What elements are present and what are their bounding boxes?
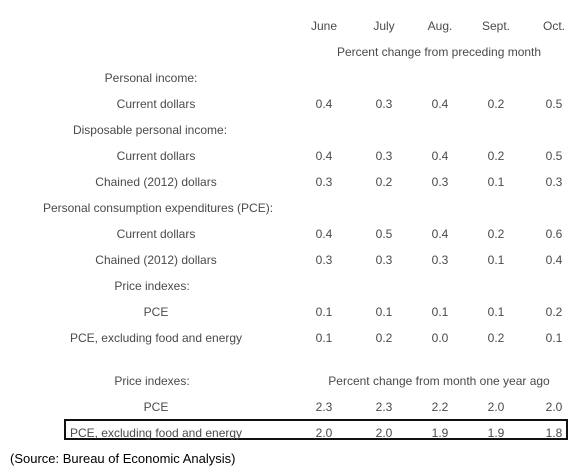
table-cell: 0.1 [315,305,333,319]
table-cell: 0.1 [487,175,505,189]
table-cell: 0.0 [431,331,449,345]
row-label: Current dollars [116,227,196,241]
table-cell: 0.1 [315,331,333,345]
table-cell: 0.4 [431,227,449,241]
table-cell: 0.3 [375,253,393,267]
row-label: PCE [143,400,169,414]
row-label: Disposable personal income: [72,123,228,137]
table-cell: 1.9 [487,426,505,440]
month-header-sept: Sept. [481,19,511,33]
row-label: Chained (2012) dollars [95,253,217,267]
table-cell: 0.3 [375,149,393,163]
row-label: PCE, excluding food and energy [69,426,243,440]
table-cell: 2.2 [431,400,449,414]
row-label: Current dollars [116,149,196,163]
table-cell: 0.2 [545,305,563,319]
table-cell: 2.0 [545,400,563,414]
table-cell: 0.4 [315,97,333,111]
row-label: Personal income: [104,71,198,85]
table-cell: 0.3 [431,253,449,267]
table-cell: 2.3 [375,400,393,414]
table-cell: 0.1 [487,253,505,267]
table-cell: 0.4 [315,149,333,163]
table-cell: 0.3 [315,175,333,189]
table-cell: 0.1 [431,305,449,319]
row-label: Chained (2012) dollars [95,175,217,189]
table-cell: 0.2 [375,331,393,345]
row-label: PCE, excluding food and energy [69,331,243,345]
row-label: Price indexes: [114,279,190,293]
table-cell: 0.3 [431,175,449,189]
row-label: Price indexes: [114,374,190,388]
table-cell: 0.2 [487,149,505,163]
month-header-aug: Aug. [427,19,453,33]
table-cell: 0.1 [487,305,505,319]
month-header-june: June [310,19,338,33]
table-cell: 0.6 [545,227,563,241]
table-cell: 2.0 [375,426,393,440]
table-cell: 0.2 [487,227,505,241]
table-cell: 0.2 [375,175,393,189]
table-cell: 1.8 [545,426,563,440]
source-note: (Source: Bureau of Economic Analysis) [10,451,236,466]
table-cell: 2.3 [315,400,333,414]
row-label: Personal consumption expenditures (PCE): [42,201,274,215]
table-cell: 0.5 [545,97,563,111]
table-cell: 0.4 [545,253,563,267]
month-header-oct: Oct. [542,19,566,33]
row-label: PCE [143,305,169,319]
monthly-section-header: Percent change from preceding month [336,45,542,59]
table-cell: 0.1 [545,331,563,345]
table-cell: 0.3 [375,97,393,111]
table-cell: 0.4 [315,227,333,241]
highlight-box [64,419,568,440]
table-cell: 2.0 [315,426,333,440]
table-cell: 0.4 [431,97,449,111]
table-cell: 0.2 [487,97,505,111]
table-cell: 0.2 [487,331,505,345]
table-cell: 2.0 [487,400,505,414]
table-cell: 0.1 [375,305,393,319]
table-cell: 1.9 [431,426,449,440]
table-cell: 0.3 [545,175,563,189]
table-cell: 0.3 [315,253,333,267]
row-label: Current dollars [116,97,196,111]
table-cell: 0.4 [431,149,449,163]
table-cell: 0.5 [375,227,393,241]
annual-section-header: Percent change from month one year ago [328,374,550,388]
table-cell: 0.5 [545,149,563,163]
month-header-july: July [373,19,395,33]
